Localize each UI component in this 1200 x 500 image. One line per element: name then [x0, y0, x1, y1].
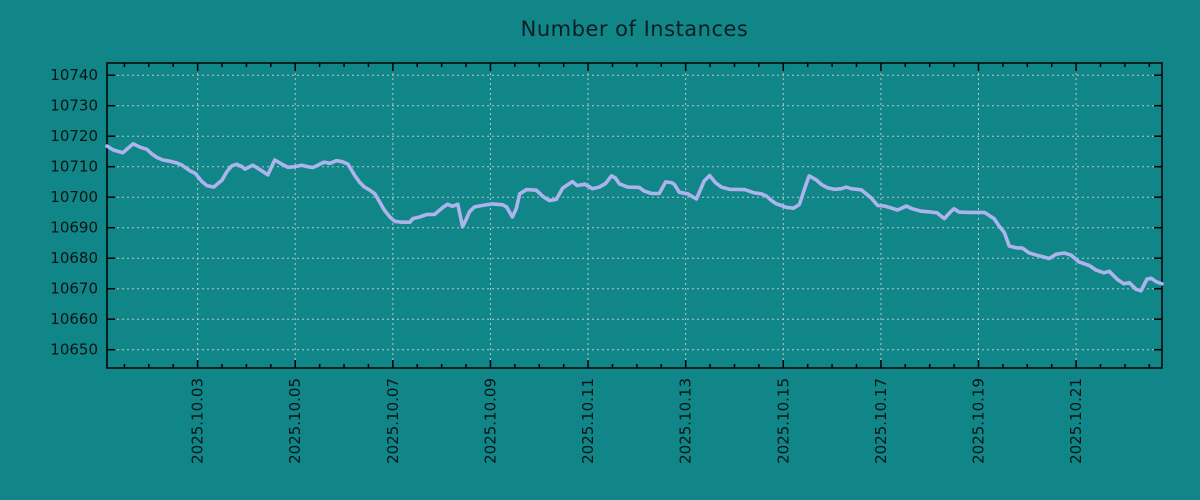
x-tick-labels: 2025.10.03 2025.10.05 2025.10.07 2025.10.09…	[189, 378, 1085, 464]
y-tick-label: 10720	[50, 127, 98, 145]
x-tick-label: 2025.10.03	[189, 378, 207, 464]
y-tick-label: 10710	[50, 158, 98, 176]
x-tick-label: 2025.10.07	[384, 378, 402, 464]
y-tick-label: 10660	[50, 310, 98, 328]
axis-box	[106, 62, 1163, 369]
y-tick-label: 10680	[50, 249, 98, 267]
x-tick-label: 2025.10.13	[677, 378, 695, 464]
x-tick-label: 2025.10.15	[774, 378, 792, 464]
x-tick-label: 2025.10.19	[969, 378, 987, 464]
gridlines	[107, 63, 1162, 368]
y-tick-label: 10670	[50, 280, 98, 298]
data-series-line	[105, 142, 1164, 293]
x-tick-label: 2025.10.17	[872, 378, 890, 464]
chart-title: Number of Instances	[520, 17, 749, 41]
y-tick-label: 10650	[50, 341, 98, 359]
y-tick-label: 10740	[50, 66, 98, 84]
x-tick-label: 2025.10.09	[481, 378, 499, 464]
y-tick-label: 10730	[50, 97, 98, 115]
axis-ticks	[107, 63, 1162, 368]
y-tick-labels: 10650 10660 10670 10680 10690 10700 10710 10720…	[50, 66, 98, 359]
x-tick-label: 2025.10.05	[286, 378, 304, 464]
y-tick-label: 10690	[50, 219, 98, 237]
x-tick-label: 2025.10.11	[579, 378, 597, 464]
x-tick-label: 2025.10.21	[1067, 378, 1085, 464]
y-tick-label: 10700	[50, 188, 98, 206]
